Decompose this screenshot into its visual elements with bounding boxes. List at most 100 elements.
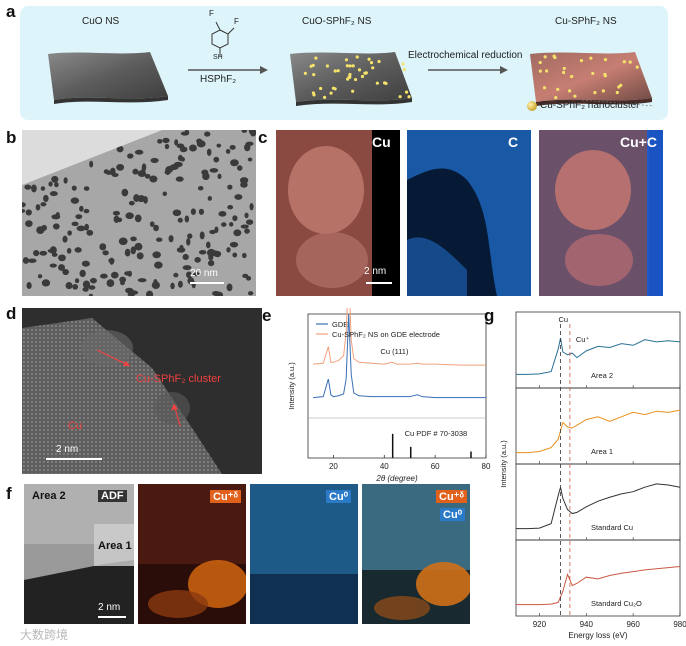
sphf2-dot bbox=[312, 93, 316, 97]
cuo-sheet-edge bbox=[54, 96, 168, 104]
tem-pore bbox=[125, 212, 134, 220]
tem-pore bbox=[134, 149, 144, 155]
nanocluster-dot bbox=[554, 96, 558, 100]
tem-pore bbox=[49, 263, 57, 268]
xanes-series-label-0: Area 2 bbox=[591, 371, 613, 380]
sphf2-dot bbox=[331, 86, 336, 90]
tem-pore bbox=[43, 194, 49, 203]
tem-pore bbox=[212, 291, 220, 296]
sphf2-dot bbox=[348, 64, 352, 68]
tem-pore bbox=[24, 184, 32, 190]
nanocluster-dot bbox=[603, 74, 607, 78]
tem-pore bbox=[207, 195, 213, 201]
tem-pore bbox=[244, 228, 250, 234]
scale-label-b: 20 nm bbox=[190, 268, 218, 279]
xanes-x-tick-label: 980 bbox=[673, 620, 686, 629]
sphf2-dot bbox=[360, 74, 365, 79]
tem-pore bbox=[121, 188, 129, 197]
xrd-legend-label-0: GDE bbox=[332, 320, 348, 329]
nanocluster-dot bbox=[593, 91, 597, 95]
tem-pore bbox=[174, 139, 179, 146]
tem-pore bbox=[225, 149, 231, 154]
panel-letter-g: g bbox=[484, 306, 495, 325]
nanocluster-dot bbox=[615, 90, 619, 95]
tem-pore bbox=[120, 280, 125, 286]
tem-pore bbox=[234, 194, 243, 200]
tem-pore bbox=[88, 285, 96, 290]
tem-pore bbox=[141, 163, 147, 171]
xanes-x-tick-label: 940 bbox=[580, 620, 594, 629]
panel-a-schematic bbox=[48, 21, 655, 111]
nanocluster-dot bbox=[562, 66, 566, 71]
sphf2-dot bbox=[322, 95, 327, 99]
tem-pore bbox=[180, 131, 190, 136]
sphf2-dot bbox=[303, 71, 307, 75]
xanes-series-line-0 bbox=[516, 337, 681, 375]
tem-pore bbox=[58, 264, 66, 271]
label-cu-sphf2-cluster: Cu-SPhF₂ cluster bbox=[136, 373, 221, 385]
tem-pore bbox=[168, 235, 174, 243]
panel-letter-e: e bbox=[262, 306, 272, 325]
tem-pore bbox=[51, 175, 59, 183]
molecule-atom-f2: F bbox=[234, 17, 239, 26]
tem-pore bbox=[25, 220, 33, 227]
nanocluster-dot bbox=[589, 56, 593, 60]
tem-pore bbox=[198, 249, 207, 255]
tem-pore bbox=[22, 208, 26, 213]
tem-pore bbox=[130, 236, 137, 242]
tem-pore bbox=[51, 214, 61, 220]
tem-pore bbox=[157, 138, 163, 144]
tem-pore bbox=[164, 143, 170, 150]
scale-bar-f bbox=[98, 616, 126, 618]
label-cuo-sphf2-ns: CuO-SPhF₂ NS bbox=[302, 16, 372, 27]
tem-pore bbox=[48, 181, 53, 187]
tem-pore bbox=[82, 287, 89, 292]
xrd-annotation-pdf: Cu PDF # 70-3038 bbox=[405, 429, 468, 438]
adf-image bbox=[24, 484, 134, 624]
xanes-marker-label-0: Cu bbox=[559, 315, 569, 324]
tem-pore bbox=[22, 257, 29, 264]
tem-pore bbox=[67, 230, 72, 236]
scale-label-c: 2 nm bbox=[364, 266, 387, 277]
xanes-series-label-3: Standard Cu₂O bbox=[591, 599, 642, 608]
tem-pore bbox=[100, 273, 108, 279]
tem-pore bbox=[26, 281, 32, 289]
tem-pore bbox=[179, 146, 188, 153]
tem-pore bbox=[128, 200, 135, 206]
xanes-x-axis-label: Energy loss (eV) bbox=[568, 631, 627, 640]
nanocluster-dot bbox=[579, 58, 584, 63]
nanocluster-dot bbox=[603, 58, 608, 62]
sphf2-dot bbox=[348, 72, 352, 77]
tem-pore bbox=[133, 194, 140, 202]
tem-pore bbox=[217, 173, 222, 180]
label-reagent: HSPhF₂ bbox=[200, 74, 237, 85]
tem-pore bbox=[170, 282, 175, 290]
nanocluster-dot bbox=[622, 60, 626, 64]
tem-pore bbox=[81, 260, 90, 267]
sphf2-dot bbox=[314, 56, 318, 60]
label-area1: Area 1 bbox=[98, 540, 132, 552]
sphf2-dot bbox=[377, 59, 381, 64]
tem-pore bbox=[206, 148, 212, 156]
tem-pore bbox=[244, 143, 251, 152]
tem-pore bbox=[134, 242, 143, 251]
tem-pore bbox=[198, 208, 205, 215]
tem-pore bbox=[213, 156, 220, 163]
tem-pore bbox=[236, 165, 243, 171]
nanocluster-legend-icon bbox=[527, 101, 537, 111]
tem-pore bbox=[86, 229, 94, 236]
tem-pore bbox=[35, 204, 41, 211]
xanes-series-label-1: Area 1 bbox=[591, 447, 613, 456]
sphf2-dot bbox=[369, 61, 374, 65]
arrow-step1-head bbox=[260, 66, 268, 74]
sphf2-dot bbox=[333, 69, 337, 73]
tem-pore bbox=[132, 168, 139, 175]
xanes-x-tick-label: 920 bbox=[533, 620, 547, 629]
tem-pore bbox=[134, 214, 142, 223]
label-cu-plus-f1: Cu⁺ᵟ bbox=[210, 490, 241, 503]
eels-map-c bbox=[407, 130, 531, 296]
tem-pore bbox=[227, 205, 234, 210]
tem-pore bbox=[207, 248, 216, 257]
scale-bar-b bbox=[190, 282, 224, 284]
scale-label-f: 2 nm bbox=[98, 602, 121, 613]
